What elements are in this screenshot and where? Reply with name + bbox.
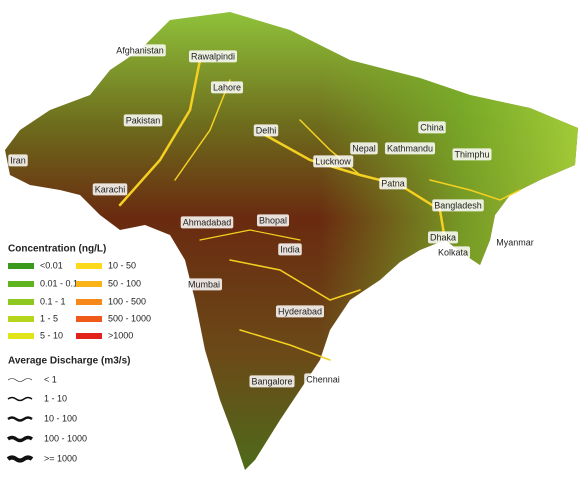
- place-label-box: [427, 231, 459, 244]
- legend-swatch: [76, 316, 102, 322]
- place-label-box: [432, 199, 484, 212]
- place-label-box: [435, 246, 471, 259]
- place-label: China: [420, 122, 444, 132]
- legend-line: [7, 396, 33, 402]
- place-label: Kathmandu: [387, 143, 433, 153]
- legend-label: 0.01 - 0.1: [40, 278, 78, 288]
- legend-label: 500 - 1000: [108, 313, 151, 323]
- place-label-box: [452, 148, 492, 161]
- place-label: Iran: [10, 155, 26, 165]
- legend-label: 10 - 50: [108, 260, 136, 270]
- legend-swatch: [76, 263, 102, 269]
- legend-label: 100 - 500: [108, 296, 146, 306]
- place-label-box: [185, 278, 223, 291]
- legend-label: 1 - 10: [44, 393, 67, 403]
- legend-label: 0.1 - 1: [40, 296, 66, 306]
- place-label-box: [210, 81, 244, 94]
- place-label: Karachi: [95, 184, 126, 194]
- legend-swatch: [76, 333, 102, 339]
- place-label: Ahmadabad: [183, 217, 232, 227]
- legend-label: 5 - 10: [40, 330, 63, 340]
- place-labels: Afghanistan Rawalpindi Lahore Pakistan Delhi…: [8, 44, 536, 388]
- place-label-box: [418, 121, 446, 134]
- place-label: Hyderabad: [278, 306, 322, 316]
- place-label: Patna: [381, 178, 405, 188]
- legend-label: >1000: [108, 330, 133, 340]
- legend-swatch: [8, 263, 34, 269]
- legend: Concentration (ng/L) Average Discharge (…: [6, 244, 151, 463]
- place-label: Pakistan: [126, 115, 161, 125]
- place-label: Kolkata: [438, 247, 468, 257]
- place-label: Bangalore: [251, 376, 292, 386]
- legend-swatch: [8, 333, 34, 339]
- place-label-box: [188, 50, 238, 63]
- place-label-box: [275, 305, 325, 318]
- place-label-box: [114, 44, 166, 57]
- legend-label: 10 - 100: [44, 413, 77, 423]
- place-label-box: [180, 216, 234, 229]
- place-label-box: [256, 214, 290, 227]
- rivers: [118, 58, 521, 361]
- place-label-box: [278, 243, 302, 256]
- land: [5, 12, 578, 470]
- legend-title: Concentration (ng/L): [8, 244, 106, 255]
- place-label: Thimphu: [454, 149, 489, 159]
- legend-swatch: [76, 281, 102, 287]
- place-label-box: [304, 373, 342, 386]
- legend-swatch: [76, 299, 102, 305]
- place-label: Chennai: [306, 374, 340, 384]
- legend-swatch: [8, 281, 34, 287]
- place-label-box: [494, 236, 536, 249]
- place-label: Bangladesh: [434, 200, 482, 210]
- legend-label: >= 1000: [44, 453, 77, 463]
- place-label-box: [313, 155, 354, 168]
- legend-line: [6, 455, 34, 463]
- legend-swatch: [8, 299, 34, 305]
- place-label-box: [92, 183, 128, 196]
- place-label-box: [350, 142, 378, 155]
- place-label-box: [123, 114, 163, 127]
- place-label: Rawalpindi: [191, 51, 235, 61]
- place-label-box: [379, 177, 407, 190]
- legend-label: <0.01: [40, 260, 63, 270]
- place-label-box: [384, 142, 436, 155]
- legend-label: < 1: [44, 374, 57, 384]
- legend-label: 50 - 100: [108, 278, 141, 288]
- place-label: Dhaka: [430, 232, 456, 242]
- place-label-box: [249, 375, 295, 388]
- legend-title: Average Discharge (m3/s): [8, 356, 130, 367]
- legend-label: 1 - 5: [40, 313, 58, 323]
- place-label: Delhi: [256, 125, 277, 135]
- place-label: Afghanistan: [116, 45, 164, 55]
- legend-line: [7, 435, 33, 443]
- place-label: India: [280, 244, 300, 254]
- place-label: Mumbai: [188, 279, 220, 289]
- legend-line: [7, 416, 33, 422]
- place-label: Lahore: [213, 82, 241, 92]
- place-label-box: [8, 154, 28, 167]
- place-label: Bhopal: [259, 215, 287, 225]
- legend-line: [7, 378, 33, 382]
- legend-label: 100 - 1000: [44, 433, 87, 443]
- place-label-box: [253, 124, 279, 137]
- legend-swatch: [8, 316, 34, 322]
- place-label: Lucknow: [315, 156, 351, 166]
- place-label: Myanmar: [496, 237, 534, 247]
- place-label: Nepal: [352, 143, 376, 153]
